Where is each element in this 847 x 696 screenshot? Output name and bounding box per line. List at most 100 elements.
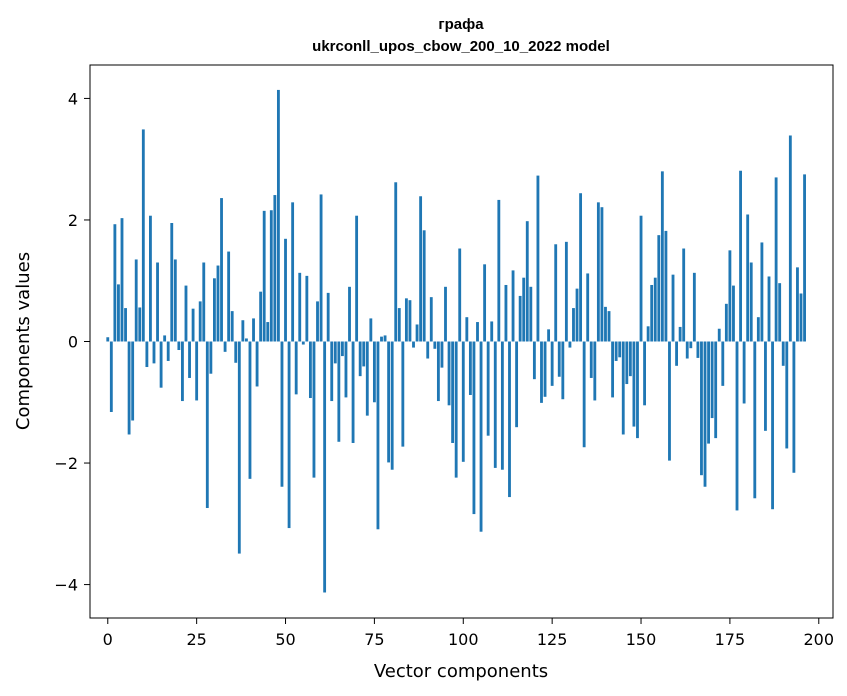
bar — [408, 300, 412, 342]
bar — [739, 170, 742, 342]
bar — [134, 259, 138, 342]
bar — [205, 341, 209, 509]
bar — [294, 341, 298, 395]
bar — [241, 320, 245, 342]
bar — [202, 262, 206, 342]
bar — [764, 341, 767, 431]
bar — [181, 341, 184, 402]
bar — [767, 276, 771, 342]
bar — [426, 341, 430, 359]
bar — [436, 341, 440, 402]
bar — [351, 341, 355, 443]
bar — [333, 341, 337, 364]
bar — [732, 285, 735, 342]
bar — [458, 248, 462, 342]
bar — [660, 171, 664, 342]
bar — [159, 341, 163, 388]
bar — [447, 341, 451, 406]
bar — [497, 199, 501, 342]
bar — [607, 311, 611, 342]
bar — [454, 341, 458, 478]
bar — [141, 129, 145, 342]
bar — [298, 272, 302, 342]
bar — [604, 306, 607, 342]
bar — [728, 250, 732, 342]
bar — [230, 311, 234, 342]
bar — [412, 341, 415, 348]
bar — [525, 221, 529, 342]
bar — [696, 341, 700, 358]
bar — [710, 341, 714, 419]
x-axis-label: Vector components — [374, 661, 548, 682]
x-tick-label: 50 — [275, 630, 295, 649]
bar — [472, 341, 476, 515]
bar — [746, 214, 750, 342]
bar — [376, 341, 380, 530]
bar — [365, 341, 369, 416]
bar — [188, 341, 191, 378]
bar — [195, 341, 199, 401]
bar — [543, 341, 547, 397]
bar — [796, 267, 799, 342]
bar — [145, 341, 149, 368]
bar — [166, 341, 170, 361]
bar — [586, 273, 590, 342]
x-tick-label: 125 — [537, 630, 568, 649]
bar — [468, 341, 472, 395]
bar — [223, 341, 227, 352]
bar — [120, 218, 124, 342]
bar — [422, 230, 426, 342]
y-tick-label: −2 — [54, 454, 78, 473]
y-axis-label: Components values — [13, 252, 34, 430]
bar — [245, 338, 248, 342]
bar — [465, 317, 469, 342]
bar — [163, 335, 167, 342]
bar — [106, 337, 110, 342]
plot-frame — [89, 64, 834, 619]
bar — [152, 341, 156, 364]
x-tick-label: 150 — [626, 630, 657, 649]
bar — [646, 326, 650, 342]
bar — [504, 284, 508, 342]
bar — [774, 177, 778, 342]
bar — [337, 341, 341, 442]
bar — [362, 341, 366, 367]
bar — [529, 286, 533, 342]
bar — [756, 317, 760, 342]
bar — [177, 341, 181, 351]
bar — [213, 278, 216, 342]
bar — [589, 341, 593, 378]
bar — [301, 341, 305, 345]
bar — [508, 341, 511, 498]
bar — [440, 341, 444, 368]
bar — [664, 230, 668, 342]
bar — [749, 262, 753, 342]
bar — [518, 295, 522, 342]
bar — [259, 291, 263, 342]
bar — [685, 341, 689, 359]
bar — [308, 341, 312, 399]
bar — [653, 277, 657, 342]
bar — [369, 318, 373, 342]
bar — [170, 223, 174, 342]
bar — [113, 224, 117, 342]
bar — [191, 308, 195, 342]
bar — [383, 335, 387, 342]
bar — [582, 341, 586, 448]
bar — [628, 341, 632, 377]
bar — [117, 284, 120, 342]
bar — [564, 241, 568, 342]
bar — [536, 175, 540, 342]
bar — [760, 242, 764, 342]
bar — [255, 341, 259, 387]
bar — [735, 341, 739, 511]
bar — [127, 341, 131, 435]
bar — [724, 303, 728, 342]
bars-group — [106, 89, 806, 593]
bar — [721, 341, 725, 386]
bar — [639, 215, 643, 342]
bar — [717, 328, 721, 342]
y-tick-label: 0 — [68, 333, 78, 352]
bar — [252, 318, 255, 342]
